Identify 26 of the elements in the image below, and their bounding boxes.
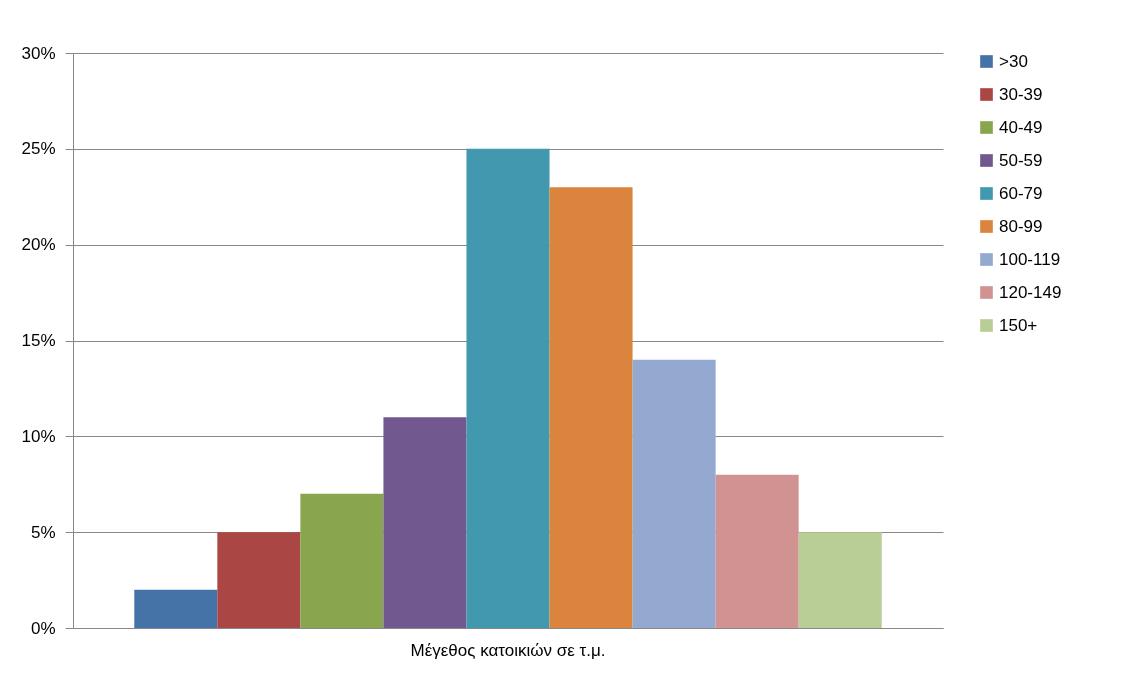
legend-label: 40-49 xyxy=(999,117,1043,137)
legend-label: 150+ xyxy=(999,315,1038,335)
y-tick-label: 15% xyxy=(21,331,56,350)
bar xyxy=(798,532,882,628)
legend-label: >30 xyxy=(999,51,1028,71)
legend-label: 60-79 xyxy=(999,183,1043,203)
x-tick-label: Μέγεθος κατοικιών σε τ.μ. xyxy=(410,640,606,660)
bar xyxy=(466,148,550,628)
y-tick-label: 25% xyxy=(21,139,56,159)
y-tick-label: 5% xyxy=(30,522,56,542)
y-tick-label: 20% xyxy=(21,235,56,255)
legend-label: 30-39 xyxy=(999,84,1043,104)
bar xyxy=(134,589,218,628)
bar xyxy=(715,474,799,628)
legend-label: 100-119 xyxy=(999,249,1061,269)
y-tick-label: 10% xyxy=(21,426,56,446)
y-tick-label: 0% xyxy=(30,618,56,638)
bar xyxy=(300,493,384,628)
legend-label: 50-59 xyxy=(999,150,1043,170)
bar xyxy=(632,359,716,628)
legend-label: 80-99 xyxy=(999,216,1043,236)
legend-label: 120-149 xyxy=(999,282,1062,302)
y-tick-label: 30% xyxy=(21,43,56,63)
bar xyxy=(383,417,467,628)
bar xyxy=(217,532,301,628)
bar xyxy=(549,187,633,628)
